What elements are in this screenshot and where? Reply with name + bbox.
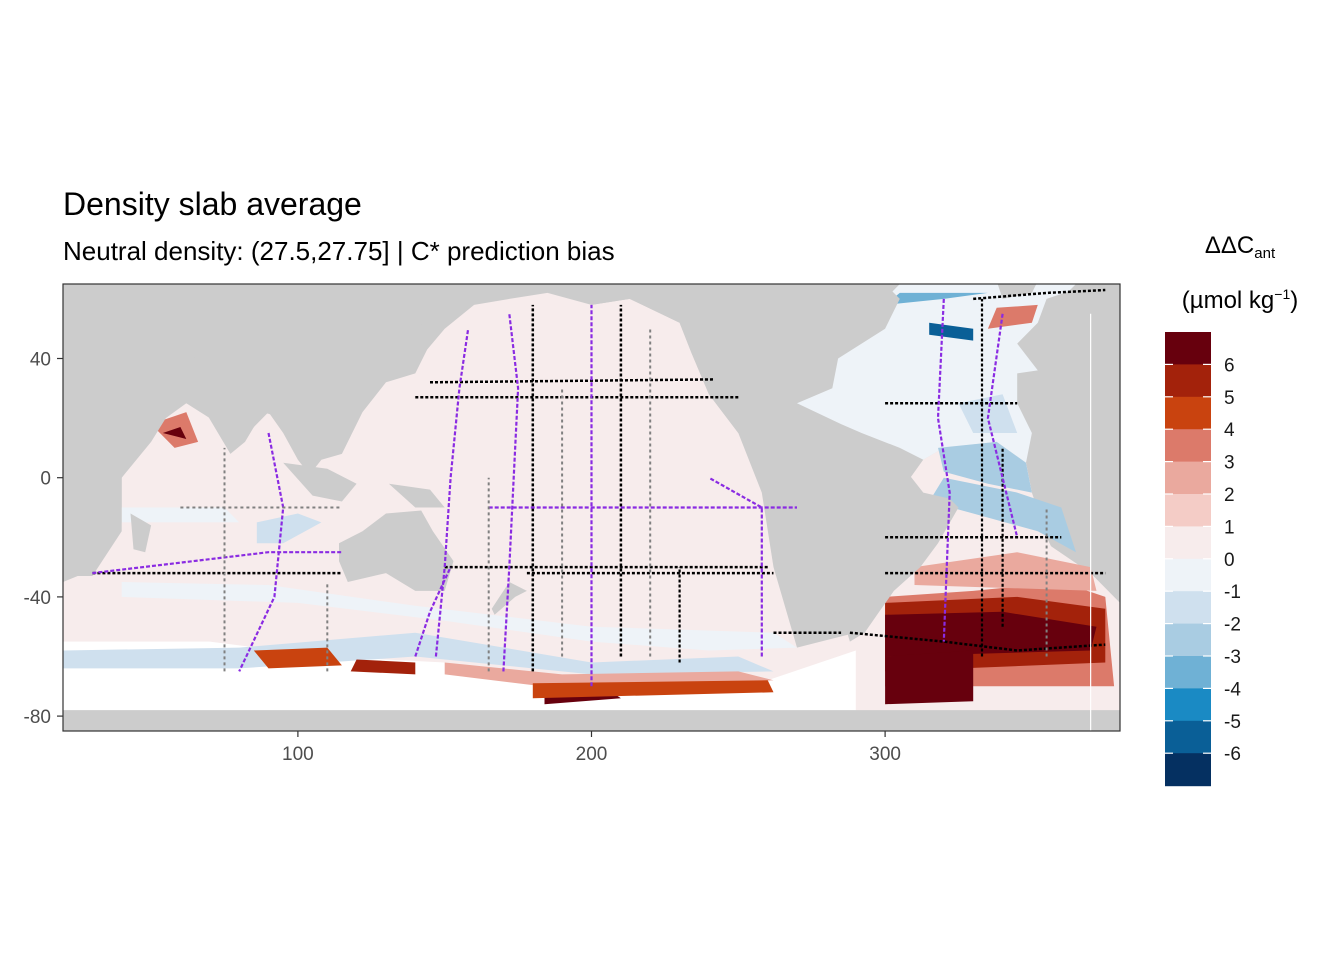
cruise-track xyxy=(238,432,285,672)
cruise-track xyxy=(849,631,1106,652)
land-new-zealand xyxy=(491,582,527,615)
legend-label: 4 xyxy=(1224,420,1235,441)
land-south-america xyxy=(820,441,959,642)
anomaly-red-patch xyxy=(532,680,774,699)
land-new-guinea xyxy=(388,483,445,508)
anomaly-red-patch xyxy=(253,647,342,669)
antarctica-land xyxy=(63,710,1120,731)
legend-label: 1 xyxy=(1224,517,1235,538)
land-africa xyxy=(63,382,166,576)
cruise-track xyxy=(986,313,1019,538)
cruise-track xyxy=(429,378,715,384)
legend-colorbar: 6 5 4 3 2 1 0 -1 -2 -3 -4 -5 -6 xyxy=(1165,332,1241,787)
anomaly-red-region xyxy=(914,552,1097,591)
cruise-track xyxy=(434,328,470,657)
cruise-track xyxy=(92,551,342,575)
map-layers xyxy=(63,284,1120,731)
x-tick-label: 200 xyxy=(576,744,608,765)
legend-label: 3 xyxy=(1224,453,1235,474)
legend-label: -4 xyxy=(1224,679,1241,700)
land-asia xyxy=(180,284,430,475)
anomaly-red-region xyxy=(885,611,1097,657)
legend-swatch xyxy=(1165,753,1211,787)
cruise-track xyxy=(936,298,951,642)
legend-swatch xyxy=(1165,429,1211,463)
y-tick-label: -80 xyxy=(24,707,51,728)
y-tick-label: -40 xyxy=(24,588,51,609)
land-arabia xyxy=(121,358,216,413)
land-indonesia xyxy=(283,462,357,502)
anomaly-blue-region xyxy=(938,441,1032,493)
anomaly-blue-patch xyxy=(256,513,322,544)
cruise-track xyxy=(414,566,452,657)
legend-swatch xyxy=(1165,558,1211,592)
legend-swatch xyxy=(1165,526,1211,560)
land-south-africa-east xyxy=(1090,507,1120,582)
land-europe xyxy=(1031,284,1120,371)
anomaly-blue-patch xyxy=(121,507,240,523)
anomaly-red-patch xyxy=(350,659,416,675)
anomaly-red-patch xyxy=(162,427,187,439)
land-central-america xyxy=(773,424,833,463)
y-tick-label: 40 xyxy=(30,350,51,371)
legend-label: -1 xyxy=(1224,582,1241,603)
y-tick-label: 0 xyxy=(40,469,51,490)
land-australia xyxy=(339,510,454,591)
anomaly-blue-region xyxy=(885,292,988,305)
anomaly-blue-region xyxy=(885,343,1018,383)
legend-label: -6 xyxy=(1224,744,1241,765)
land-north-america xyxy=(591,284,900,433)
x-tick-label: 100 xyxy=(282,744,314,765)
anomaly-blue-band xyxy=(121,582,797,651)
legend-swatch xyxy=(1165,364,1211,398)
legend-swatch xyxy=(1165,688,1211,722)
legend-swatch xyxy=(1165,720,1211,754)
legend-swatch xyxy=(1165,461,1211,495)
land-iceland xyxy=(997,284,1037,299)
legend-swatch xyxy=(1165,656,1211,689)
legend-swatch xyxy=(1165,332,1211,365)
legend-variable: ΔΔCant xyxy=(1204,232,1276,262)
legend-label: 6 xyxy=(1224,355,1235,376)
legend-swatch xyxy=(1165,396,1211,430)
legend-title: ΔΔCant (µmol kg−1) xyxy=(1156,226,1324,321)
legend-label: -3 xyxy=(1224,647,1241,668)
anomaly-blue-region xyxy=(929,322,974,341)
legend-swatch xyxy=(1165,591,1211,625)
legend-label: 5 xyxy=(1224,388,1235,409)
legend-label: -2 xyxy=(1224,615,1241,636)
anomaly-red-region xyxy=(885,650,974,705)
plot-title: Density slab average xyxy=(63,186,362,222)
legend-label: 2 xyxy=(1224,485,1235,506)
legend-swatch xyxy=(1165,494,1211,527)
plot-subtitle: Neutral density: (27.5,27.75] | C* predi… xyxy=(63,236,615,266)
legend-label: -5 xyxy=(1224,712,1241,733)
x-tick-label: 300 xyxy=(869,744,901,765)
cruise-track xyxy=(502,313,520,672)
legend-unit: (µmol kg−1) xyxy=(1181,286,1299,314)
land-north-africa xyxy=(1017,370,1120,466)
legend-label: 0 xyxy=(1224,550,1235,571)
cruise-track xyxy=(708,476,763,657)
anomaly-blue-band xyxy=(63,632,774,675)
land-madagascar xyxy=(130,513,152,553)
legend-swatch xyxy=(1165,623,1211,657)
cruise-track xyxy=(973,288,1106,301)
